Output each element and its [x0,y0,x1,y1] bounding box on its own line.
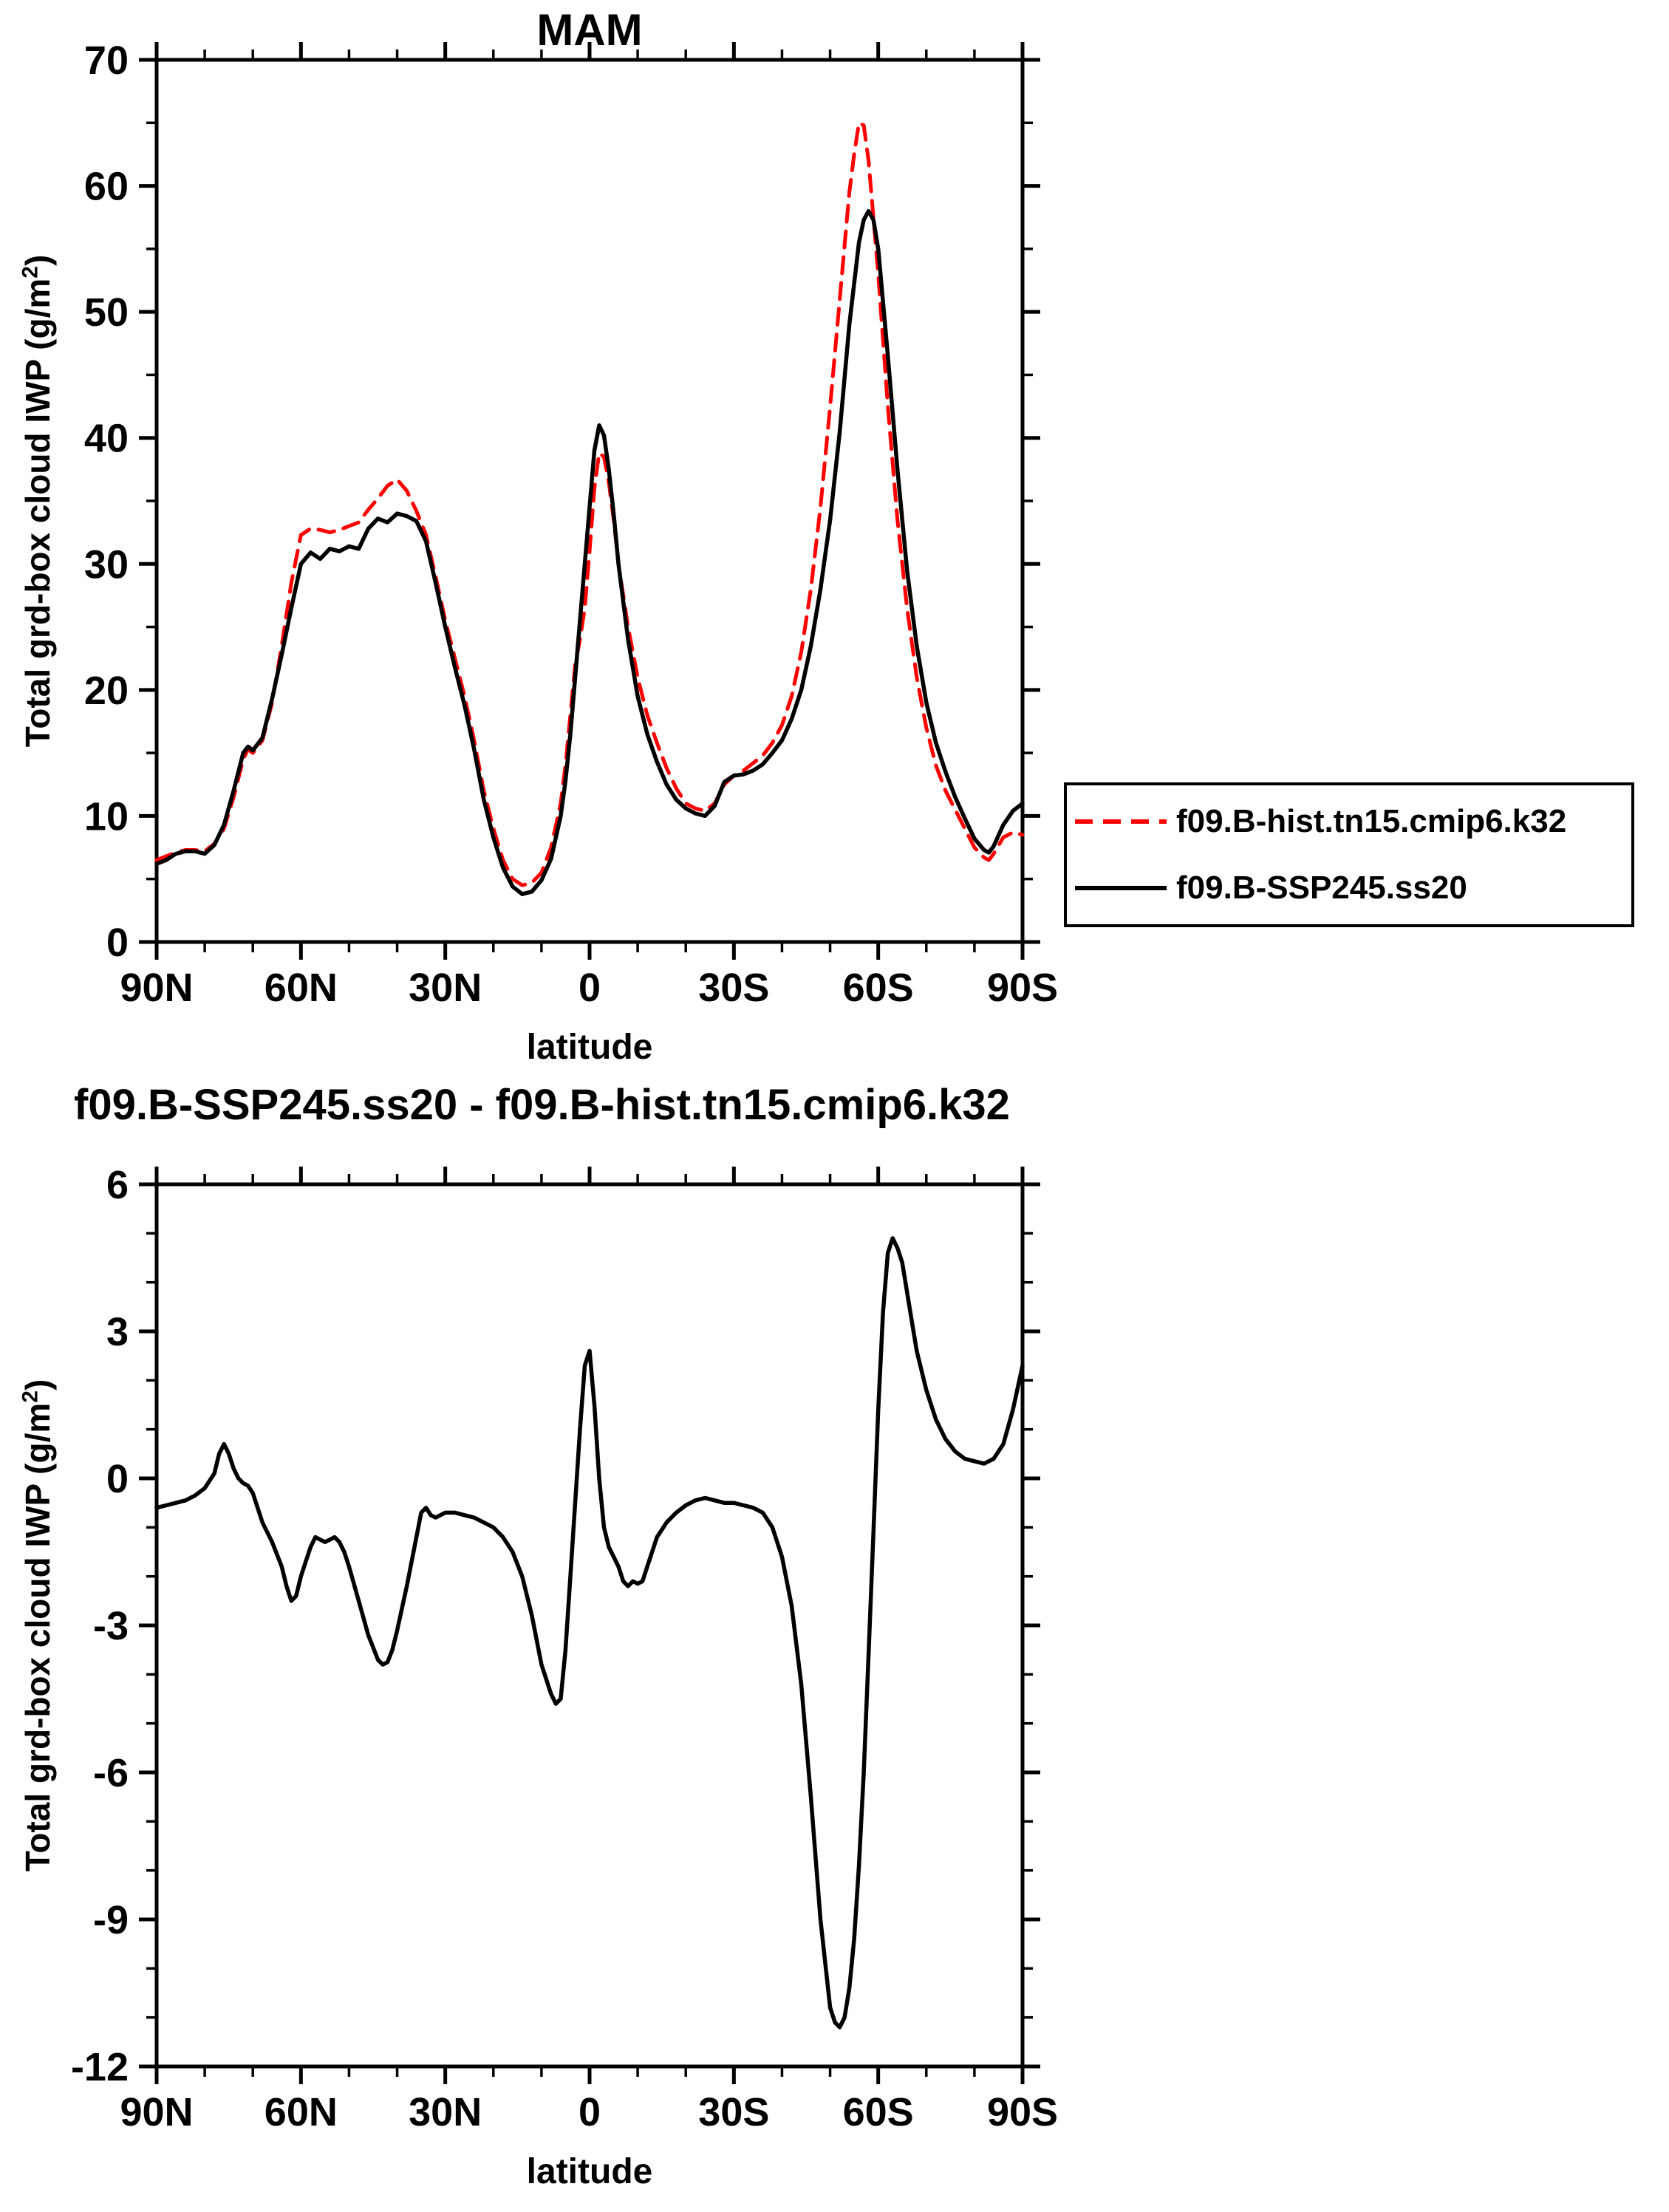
legend-line-ssp-icon [1075,886,1167,890]
x-tick-label: 60S [843,2090,914,2134]
top-x-axis-label: latitude [526,1028,653,1067]
x-tick-label: 60N [264,966,338,1010]
x-tick-label: 90N [120,2090,193,2134]
x-tick-label: 30N [409,966,482,1010]
legend-line-hist-icon [1075,819,1167,824]
bottom-x-axis-label: latitude [526,2152,653,2191]
bottom-y-axis-label-superscript: 2 [18,1390,43,1403]
y-tick-label: 10 [84,794,129,839]
x-tick-label: 30N [409,2090,482,2134]
x-tick-label: 60S [843,966,914,1010]
x-tick-label: 90S [987,2090,1058,2134]
bottom-y-axis-label-text: Total grd-box cloud IWP (g/m [18,1402,57,1872]
bottom-y-axis-label-close: ) [18,1379,57,1391]
bottom-chart: 90N 60N 30N 0 30S 60S 90S -12 -9 -6 -3 0 3 6 [71,1163,1058,2134]
y-tick-label: 20 [84,669,129,713]
x-tick-label: 0 [578,2090,601,2134]
bottom-chart-title: f09.B-SSP245.ss20 - f09.B-hist.tn15.cmip… [74,1081,1010,1129]
y-tick-label: 6 [106,1163,129,1207]
legend-item-hist: f09.B-hist.tn15.cmip6.k32 [1073,803,1627,840]
legend-label-ssp: f09.B-SSP245.ss20 [1176,870,1467,906]
y-tick-label: 40 [84,417,129,461]
x-tick-label: 30S [698,966,769,1010]
x-tick-label: 60N [264,2090,338,2134]
y-tick-label: -3 [93,1604,129,1648]
legend-label-hist: f09.B-hist.tn15.cmip6.k32 [1176,803,1567,839]
y-tick-label: -9 [93,1898,129,1942]
x-tick-label: 0 [578,966,601,1010]
x-tick-label: 30S [698,2090,769,2134]
x-tick-label: 90S [987,966,1058,1010]
y-tick-label: 0 [106,921,129,965]
top-chart: 90N 60N 30N 0 30S 60S 90S 0 10 20 30 40 50 60 70 [84,38,1058,1010]
series-line-difference [154,1236,1025,2030]
y-tick-label: -12 [71,2045,129,2089]
top-plot-frame [154,58,1025,944]
y-tick-label: 0 [106,1457,129,1501]
bottom-plot-frame [154,1182,1025,2069]
legend-item-ssp: f09.B-SSP245.ss20 [1073,870,1627,907]
y-tick-label: 70 [84,38,129,83]
series-line-f09-b-ssp245-ss20 [154,208,1025,896]
y-tick-label: 50 [84,290,129,335]
legend: f09.B-hist.tn15.cmip6.k32 f09.B-SSP245.s… [1064,782,1634,927]
series-line-f09-b-hist-tn15-cmip6-k32 [154,120,1025,887]
bottom-y-axis-label: Total grd-box cloud IWP (g/m2) [18,1379,58,1872]
y-tick-label: 30 [84,542,129,587]
y-tick-label: 3 [106,1310,129,1354]
y-tick-label: -6 [93,1751,129,1795]
x-tick-label: 90N [120,966,193,1010]
y-tick-label: 60 [84,165,129,209]
